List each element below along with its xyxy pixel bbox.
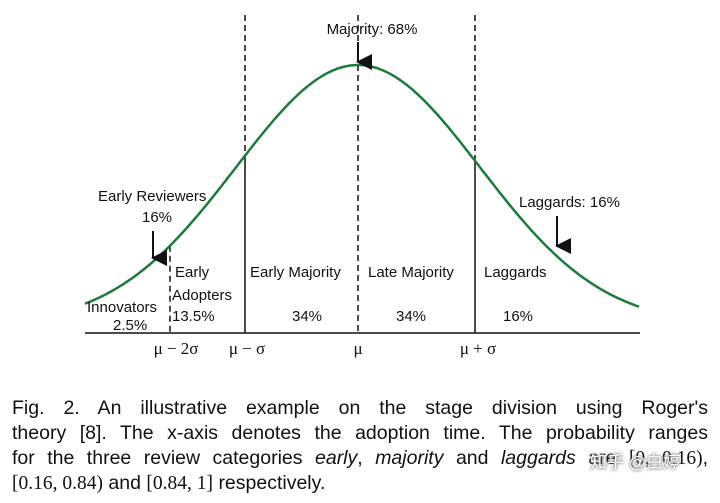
text: and [455,447,489,469]
math: [0.84, 1] [146,473,214,494]
label: 16% [503,308,533,325]
label: 13.5% [172,308,215,325]
diagram: Majority: 68% Early Reviewers 16% Laggar… [84,15,640,358]
label: 2.5% [113,317,147,334]
label: Early [175,264,210,281]
label: Innovators [87,299,157,316]
curve [84,63,640,308]
label: Late Majority [368,264,454,281]
text: early [315,447,358,469]
label: Early Majority [250,264,341,281]
x-label: μ − σ [229,339,265,358]
caption-line: [0.16, 0.84) and [0.84, 1] respectively. [12,471,708,496]
text: are [588,447,617,469]
x-label: μ [353,339,362,358]
caption-line: for the three review categories early, m… [12,446,708,471]
watermark: 知乎 @白婷 [590,453,680,472]
label: 16% [142,209,172,226]
label: Majority: 68% [327,21,418,38]
label: 34% [292,308,322,325]
text: respectively. [218,472,326,494]
label: 34% [396,308,426,325]
caption-line: theory [8]. The x-axis denotes the adopt… [12,422,708,444]
math: [0, 0.16) [628,448,703,469]
text: laggards [500,447,576,469]
label: Laggards [484,264,547,281]
label: Adopters [172,287,232,304]
label: Early Reviewers [98,188,206,205]
text: , [357,447,363,469]
label: Laggards: 16% [519,194,620,211]
caption-line: Fig. 2. An illustrative example on the s… [12,397,708,419]
text: majority [375,447,444,469]
x-label: μ + σ [460,339,496,358]
x-label: μ − 2σ [154,339,199,358]
math: [0.16, 0.84) [12,473,103,494]
text: and [108,472,141,494]
text: for the three review categories [12,447,303,469]
text: , [702,447,709,469]
